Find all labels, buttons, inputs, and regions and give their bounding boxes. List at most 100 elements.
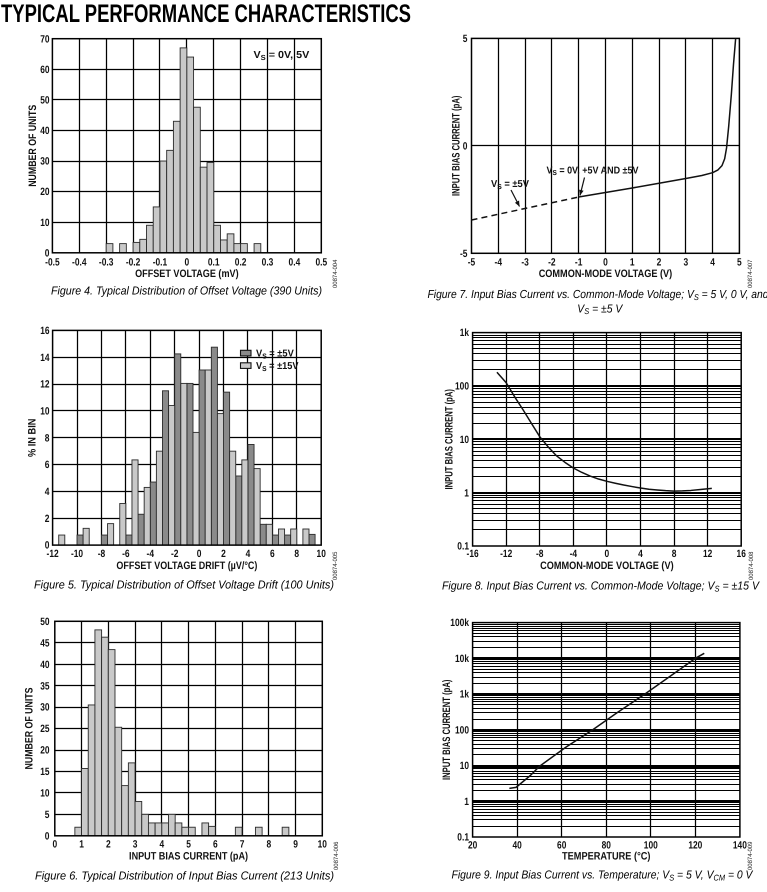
svg-text:= ±5V: = ±5V	[267, 349, 294, 360]
svg-text:S: S	[669, 873, 674, 883]
svg-text:00874-005: 00874-005	[332, 551, 339, 580]
svg-text:10: 10	[40, 788, 49, 800]
svg-text:-0.4: -0.4	[72, 256, 87, 268]
svg-text:-4: -4	[495, 256, 503, 268]
svg-text:00874-009: 00874-009	[747, 841, 754, 870]
svg-text:35: 35	[40, 680, 49, 692]
svg-text:-4: -4	[147, 548, 155, 560]
svg-text:70: 70	[40, 33, 49, 45]
svg-text:3: 3	[683, 256, 688, 268]
svg-text:10: 10	[40, 217, 49, 229]
svg-text:-5: -5	[460, 248, 468, 260]
svg-text:S: S	[497, 182, 502, 191]
svg-text:-0.3: -0.3	[99, 256, 114, 268]
svg-text:6: 6	[270, 548, 275, 560]
svg-text:5: 5	[737, 256, 742, 268]
svg-text:20: 20	[40, 186, 49, 198]
svg-text:2: 2	[106, 838, 111, 850]
svg-text:V: V	[491, 179, 498, 190]
svg-text:100: 100	[644, 840, 658, 852]
svg-text:S: S	[552, 168, 557, 177]
svg-text:TYPICAL PERFORMANCE CHARACTERI: TYPICAL PERFORMANCE CHARACTERISTICS	[1, 0, 411, 28]
svg-text:0.1: 0.1	[457, 541, 469, 553]
svg-text:10: 10	[460, 760, 469, 772]
svg-text:S: S	[714, 584, 719, 594]
svg-text:20: 20	[40, 745, 49, 757]
svg-text:80: 80	[602, 840, 611, 852]
svg-text:4: 4	[45, 486, 50, 498]
svg-text:-8: -8	[536, 548, 544, 560]
svg-text:Figure 5. Typical Distribution: Figure 5. Typical Distribution of Offset…	[34, 578, 334, 591]
svg-text:NUMBER OF UNITS: NUMBER OF UNITS	[27, 105, 39, 187]
svg-text:Figure 8. Input Bias Current v: Figure 8. Input Bias Current vs. Common-…	[442, 580, 716, 593]
svg-text:16: 16	[737, 548, 746, 560]
svg-text:12: 12	[40, 379, 49, 391]
svg-text:-4: -4	[570, 548, 578, 560]
svg-text:-0.2: -0.2	[126, 256, 141, 268]
svg-text:-5: -5	[468, 256, 476, 268]
svg-text:0.1: 0.1	[208, 256, 220, 268]
svg-text:0: 0	[45, 830, 50, 842]
svg-text:10: 10	[317, 548, 326, 560]
svg-text:6: 6	[45, 459, 50, 471]
svg-text:0: 0	[605, 548, 610, 560]
svg-text:10: 10	[40, 406, 49, 418]
svg-text:-1: -1	[575, 256, 583, 268]
svg-text:% IN BIN: % IN BIN	[26, 418, 38, 457]
svg-text:100: 100	[455, 724, 469, 736]
svg-text:60: 60	[557, 840, 566, 852]
svg-text:100k: 100k	[450, 617, 469, 629]
svg-text:40: 40	[513, 840, 522, 852]
svg-text:120: 120	[688, 840, 702, 852]
svg-text:00874-004: 00874-004	[332, 259, 339, 288]
svg-text:-8: -8	[98, 548, 106, 560]
svg-text:= ±5 V: = ±5 V	[589, 302, 623, 315]
svg-text:4: 4	[246, 548, 251, 560]
svg-text:50: 50	[40, 616, 49, 628]
svg-text:V: V	[577, 302, 585, 315]
svg-text:Figure 4. Typical Distribution: Figure 4. Typical Distribution of Offset…	[51, 284, 322, 297]
svg-text:-16: -16	[467, 548, 479, 560]
svg-text:9: 9	[293, 838, 298, 850]
svg-text:0: 0	[52, 838, 57, 850]
svg-text:16: 16	[40, 325, 49, 337]
svg-text:2: 2	[221, 548, 226, 560]
svg-text:8: 8	[266, 838, 271, 850]
svg-text:3: 3	[133, 838, 138, 850]
svg-text:10k: 10k	[455, 653, 469, 665]
svg-text:0.2: 0.2	[235, 256, 247, 268]
svg-text:5: 5	[45, 809, 50, 821]
svg-text:= 0 V: = 0 V	[725, 869, 754, 882]
svg-text:-2: -2	[171, 548, 179, 560]
svg-text:-3: -3	[521, 256, 529, 268]
svg-text:10: 10	[318, 838, 327, 850]
svg-text:00874-008: 00874-008	[748, 551, 755, 580]
svg-text:7: 7	[240, 838, 245, 850]
svg-text:4: 4	[638, 548, 643, 560]
svg-text:-12: -12	[47, 548, 59, 560]
svg-text:1: 1	[464, 796, 469, 808]
svg-text:60: 60	[40, 64, 49, 76]
svg-text:1: 1	[630, 256, 635, 268]
svg-text:-12: -12	[500, 548, 512, 560]
svg-text:0: 0	[185, 256, 190, 268]
svg-text:S: S	[694, 292, 699, 302]
svg-text:2: 2	[45, 513, 50, 525]
svg-text:V: V	[256, 349, 263, 360]
svg-text:= ±15V: = ±15V	[267, 361, 299, 372]
svg-text:S: S	[262, 364, 267, 373]
svg-text:0: 0	[45, 247, 50, 259]
svg-text:8: 8	[45, 432, 50, 444]
svg-text:100: 100	[455, 381, 469, 393]
svg-text:V: V	[256, 361, 262, 372]
svg-text:2: 2	[657, 256, 662, 268]
svg-text:= 0V, 5V: = 0V, 5V	[266, 50, 310, 61]
svg-text:1: 1	[79, 838, 84, 850]
svg-text:8: 8	[294, 548, 299, 560]
svg-text:= 5 V, 0 V, and: = 5 V, 0 V, and	[699, 288, 767, 301]
svg-text:00874-007: 00874-007	[747, 259, 754, 288]
svg-text:0.1: 0.1	[457, 832, 469, 844]
svg-text:0: 0	[463, 140, 468, 152]
svg-text:12: 12	[703, 548, 712, 560]
svg-text:INPUT BIAS CURRENT (pA): INPUT BIAS CURRENT (pA)	[451, 95, 463, 196]
